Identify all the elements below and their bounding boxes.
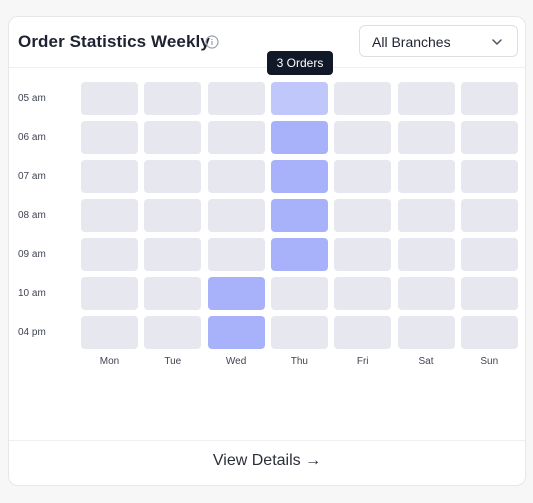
heatmap-cell[interactable] (334, 121, 392, 154)
hour-label: 05 am (18, 93, 46, 104)
heatmap-cell[interactable] (207, 238, 265, 271)
branch-select[interactable]: All Branches (359, 25, 518, 57)
heatmap-cell[interactable] (460, 82, 518, 115)
heatmap-cell[interactable] (144, 199, 202, 232)
heatmap-cell[interactable] (397, 199, 455, 232)
heatmap-cell[interactable] (460, 277, 518, 310)
heatmap-cell[interactable] (81, 160, 138, 193)
cell-tooltip: 3 Orders (267, 51, 333, 75)
day-label: Tue (164, 356, 182, 367)
heatmap-cell[interactable] (81, 277, 138, 310)
heatmap-cell[interactable] (397, 316, 455, 349)
heatmap-cell[interactable] (207, 277, 265, 310)
hour-label: 08 am (18, 210, 46, 221)
heatmap-cell[interactable] (81, 121, 138, 154)
heatmap-cell[interactable] (144, 277, 202, 310)
heatmap-cell[interactable] (207, 82, 265, 115)
day-label: Mon (99, 356, 120, 367)
day-label: Sat (418, 356, 434, 367)
info-icon[interactable] (205, 35, 219, 49)
heatmap-cell[interactable] (270, 277, 328, 310)
heatmap-cell[interactable] (144, 238, 202, 271)
heatmap-cell[interactable] (334, 199, 392, 232)
heatmap-cell[interactable] (334, 238, 392, 271)
view-details-link[interactable]: View Details → (212, 452, 322, 469)
heatmap-cell[interactable] (144, 82, 202, 115)
hour-label: 06 am (18, 132, 46, 143)
hour-label: 04 pm (18, 327, 46, 338)
chevron-down-icon (492, 39, 502, 45)
heatmap-cell[interactable] (460, 121, 518, 154)
heatmap-cell[interactable] (207, 316, 265, 349)
heatmap-cell[interactable] (81, 316, 138, 349)
card-title: Order Statistics Weekly (18, 32, 210, 51)
branch-select-value: All Branches (372, 34, 451, 50)
day-label: Wed (225, 356, 247, 367)
heatmap-cell[interactable] (397, 160, 455, 193)
heatmap-cell[interactable] (460, 160, 518, 193)
heatmap-cell[interactable] (397, 238, 455, 271)
heatmap-cell[interactable] (397, 277, 455, 310)
heatmap-cell[interactable] (460, 238, 518, 271)
heatmap-cell[interactable] (270, 316, 328, 349)
hour-label: 07 am (18, 171, 46, 182)
hour-label: 10 am (18, 288, 46, 299)
heatmap-cell[interactable] (397, 82, 455, 115)
heatmap-cell[interactable] (460, 316, 518, 349)
heatmap-cell[interactable] (207, 199, 265, 232)
heatmap-cell[interactable] (144, 160, 202, 193)
heatmap-cell[interactable] (207, 121, 265, 154)
heatmap-cell[interactable] (81, 238, 138, 271)
heatmap-cell[interactable] (270, 238, 328, 271)
heatmap-cell[interactable] (144, 121, 202, 154)
heatmap-cell[interactable] (334, 160, 392, 193)
heatmap-cell[interactable] (397, 121, 455, 154)
heatmap-cell[interactable] (270, 160, 328, 193)
heatmap-cell[interactable] (334, 277, 392, 310)
day-label: Thu (290, 356, 308, 367)
heatmap-cell[interactable] (270, 199, 328, 232)
heatmap-cell[interactable] (460, 199, 518, 232)
heatmap-cell[interactable] (334, 82, 392, 115)
card-header: Order Statistics Weekly All Branches (9, 17, 525, 68)
hour-label: 09 am (18, 249, 46, 260)
card-footer: View Details → (9, 440, 525, 485)
heatmap-cell[interactable] (207, 160, 265, 193)
heatmap-cell[interactable] (270, 121, 328, 154)
heatmap-cell[interactable] (81, 82, 138, 115)
heatmap-cell[interactable] (144, 316, 202, 349)
heatmap-cell[interactable] (334, 316, 392, 349)
day-label: Fri (356, 356, 369, 367)
day-label: Sun (480, 356, 499, 367)
heatmap-cell[interactable] (81, 199, 138, 232)
order-statistics-card: Order Statistics Weekly All Branches 3 O… (8, 16, 526, 486)
heatmap-cell[interactable] (270, 82, 328, 115)
